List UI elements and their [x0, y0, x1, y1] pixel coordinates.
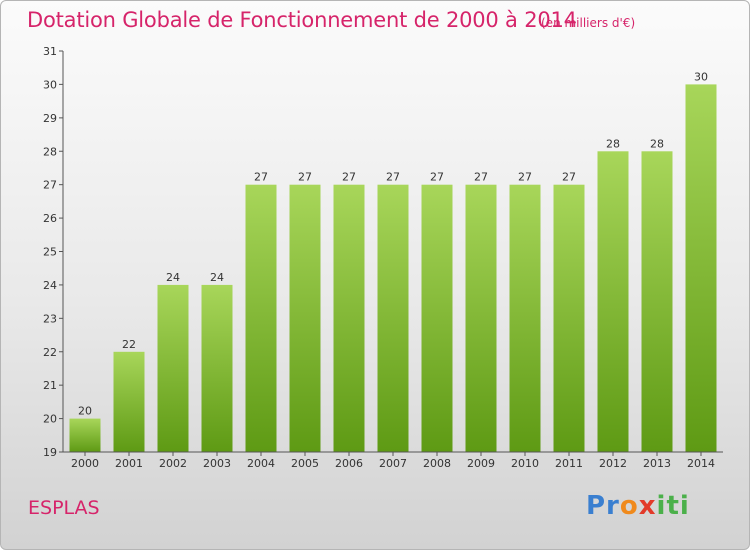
logo-part-3: x	[638, 491, 657, 521]
x-tick-label-2003: 2003	[203, 457, 231, 470]
commune-name: ESPLAS	[28, 497, 100, 519]
data-label-2014: 30	[694, 70, 708, 83]
x-tick-label-2014: 2014	[687, 457, 715, 470]
bar-2008	[421, 184, 453, 452]
x-tick-label-2008: 2008	[423, 457, 451, 470]
x-tick-label-2000: 2000	[71, 457, 99, 470]
y-tick-label-30: 30	[43, 78, 57, 91]
logo-part-2: o	[619, 491, 639, 521]
y-tick-label-22: 22	[43, 346, 57, 359]
data-label-2009: 27	[474, 171, 488, 184]
y-tick-label-27: 27	[43, 179, 57, 192]
bar-2013	[641, 151, 673, 453]
bar-2011	[553, 184, 585, 452]
data-label-2012: 28	[606, 137, 620, 150]
y-tick-label-24: 24	[43, 279, 57, 292]
logo-part-1: Pr	[586, 491, 620, 521]
data-label-2010: 27	[518, 171, 532, 184]
bar-2010	[509, 184, 541, 452]
y-tick-label-19: 19	[43, 446, 57, 459]
y-tick-label-20: 20	[43, 413, 57, 426]
y-tick-label-21: 21	[43, 379, 57, 392]
bar-2000	[69, 418, 101, 452]
x-tick-label-2006: 2006	[335, 457, 363, 470]
bars-group: 20 22 24 24 27 27 27 27 27 27 27 27 28 28 30	[69, 70, 717, 453]
y-tick-label-23: 23	[43, 312, 57, 325]
bar-2009	[465, 184, 497, 452]
bar-2002	[157, 284, 189, 452]
data-label-2008: 27	[430, 171, 444, 184]
y-tick-label-25: 25	[43, 246, 57, 259]
x-tick-label-2013: 2013	[643, 457, 671, 470]
data-label-2007: 27	[386, 171, 400, 184]
bar-2014	[685, 84, 717, 453]
logo-part-4: iti	[656, 491, 690, 521]
axes-group: 2000 2001 2002 2003 2004 2005 2006 2007 2008 2009…	[43, 45, 723, 470]
bar-2012	[597, 151, 629, 453]
y-tick-label-29: 29	[43, 112, 57, 125]
data-label-2001: 22	[122, 338, 136, 351]
bar-2006	[333, 184, 365, 452]
bar-2003	[201, 284, 233, 452]
bar-2001	[113, 351, 145, 453]
x-tick-label-2010: 2010	[511, 457, 539, 470]
data-label-2002: 24	[166, 271, 180, 284]
data-label-2013: 28	[650, 137, 664, 150]
bar-2005	[289, 184, 321, 452]
x-tick-label-2012: 2012	[599, 457, 627, 470]
data-label-2003: 24	[210, 271, 224, 284]
y-tick-label-28: 28	[43, 145, 57, 158]
data-label-2004: 27	[254, 171, 268, 184]
proxiti-logo[interactable]: Proxiti	[586, 491, 690, 521]
data-label-2011: 27	[562, 171, 576, 184]
x-tick-label-2005: 2005	[291, 457, 319, 470]
data-label-2000: 20	[78, 405, 92, 418]
x-tick-label-2009: 2009	[467, 457, 495, 470]
chart-subtitle: (en milliers d'€)	[541, 16, 636, 30]
x-tick-label-2002: 2002	[159, 457, 187, 470]
x-tick-label-2004: 2004	[247, 457, 275, 470]
x-tick-label-2007: 2007	[379, 457, 407, 470]
y-tick-label-31: 31	[43, 45, 57, 58]
x-tick-label-2001: 2001	[115, 457, 143, 470]
data-label-2006: 27	[342, 171, 356, 184]
bar-2004	[245, 184, 277, 452]
y-tick-label-26: 26	[43, 212, 57, 225]
chart-title: Dotation Globale de Fonctionnement de 20…	[27, 8, 577, 32]
bar-2007	[377, 184, 409, 452]
x-tick-label-2011: 2011	[555, 457, 583, 470]
data-label-2005: 27	[298, 171, 312, 184]
